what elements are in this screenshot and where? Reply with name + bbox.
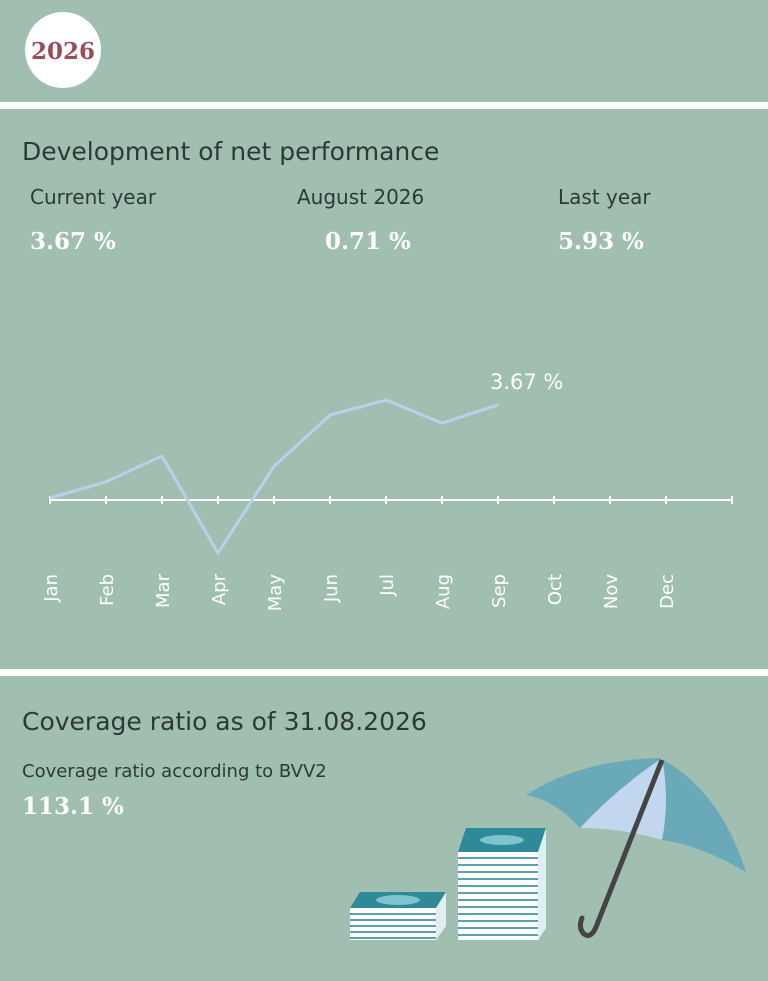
x-tick-label: Oct <box>545 574 566 605</box>
x-tick-label: Nov <box>601 574 622 609</box>
coverage-value: 113.1 % <box>22 793 124 820</box>
line-series <box>49 398 499 555</box>
money-stack-small <box>350 892 446 940</box>
section-title: Development of net performance <box>22 137 439 166</box>
stat-value: 5.93 % <box>558 228 644 255</box>
separator <box>0 102 768 109</box>
coverage-label: Coverage ratio according to BVV2 <box>22 761 327 782</box>
x-tick-label: Dec <box>657 574 678 609</box>
year: 2026 <box>31 38 95 65</box>
stat-value: 3.67 % <box>30 228 116 255</box>
x-tick-label: Feb <box>97 574 118 606</box>
stat-value: 0.71 % <box>325 228 411 255</box>
stat-label: Current year <box>30 185 157 209</box>
x-tick-label: Apr <box>209 573 230 605</box>
x-tick-label: Mar <box>153 573 174 608</box>
separator <box>0 669 768 676</box>
chart: Jan Feb Mar Apr May Jun Jul Aug Sep Oct Nov Dec 3.67… <box>41 370 733 612</box>
x-tick-label: Sep <box>489 574 510 608</box>
x-tick-label: Aug <box>433 574 454 609</box>
money-stack-large <box>458 828 546 940</box>
x-tick-label: Jan <box>41 574 62 603</box>
stat-label: Last year <box>558 185 651 209</box>
x-tick-label: Jul <box>377 574 398 597</box>
x-tick-label: May <box>265 574 286 612</box>
x-tick-label: Jun <box>321 574 342 603</box>
year-badge <box>25 12 101 88</box>
value-label: 3.67 % <box>490 370 563 394</box>
section-title: Coverage ratio as of 31.08.2026 <box>22 707 427 736</box>
stat-label: August 2026 <box>297 185 424 209</box>
umbrella <box>526 758 746 938</box>
